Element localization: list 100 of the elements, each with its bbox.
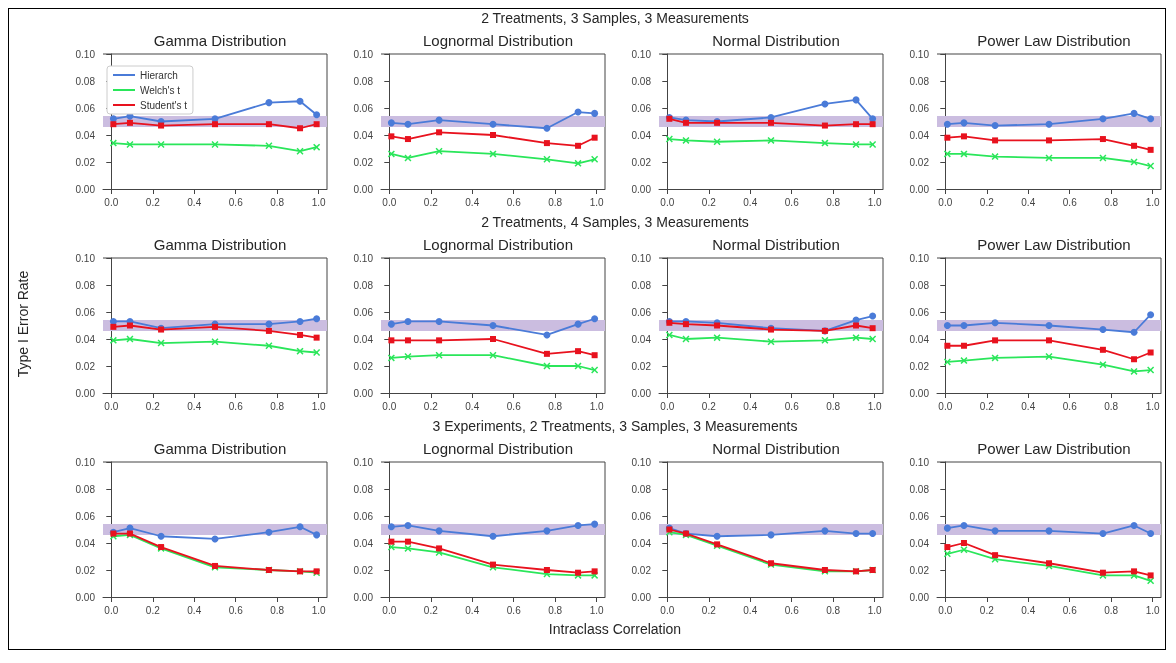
point: [1099, 346, 1106, 353]
y-tick-label: 0.06: [909, 510, 930, 522]
point: [296, 97, 304, 105]
x-tick-label: 1.0: [589, 604, 605, 616]
point: [404, 544, 412, 552]
point: [1099, 115, 1107, 123]
x-tick-label: 0.2: [701, 400, 717, 412]
point: [869, 115, 877, 123]
point: [991, 153, 999, 161]
point: [543, 567, 550, 573]
point: [591, 155, 599, 163]
point: [1099, 136, 1106, 143]
point: [265, 320, 273, 328]
x-tick-label: 0.8: [826, 400, 841, 412]
point: [435, 147, 443, 155]
legend-label: Hierarch: [140, 69, 178, 81]
x-tick-label: 1.0: [311, 196, 327, 208]
x-tick-label: 0.8: [548, 196, 563, 208]
x-tick-label: 0.4: [465, 196, 480, 208]
y-tick-label: 0.04: [353, 333, 374, 345]
x-tick-label: 0.8: [270, 400, 285, 412]
x-axis-title: Intraclass Correlation: [547, 621, 683, 637]
point: [387, 523, 395, 531]
chart-title: Lognormal Distribution: [422, 236, 574, 253]
point: [943, 358, 951, 366]
point: [1045, 120, 1053, 128]
y-tick-label: 0.08: [353, 75, 374, 87]
chart-title: Normal Distribution: [712, 440, 840, 457]
text: 3 Experiments, 2 Treatments, 3 Samples, 3 Measurements: [431, 418, 799, 434]
point: [821, 122, 828, 129]
y-tick-label: 0.00: [909, 591, 930, 603]
point: [991, 122, 999, 130]
point: [852, 530, 860, 538]
point: [404, 538, 411, 545]
y-tick-label: 0.00: [75, 591, 96, 603]
point: [768, 119, 774, 126]
point: [265, 121, 272, 128]
point: [665, 135, 673, 143]
y-tick-label: 0.02: [909, 564, 930, 576]
x-tick-label: 0.4: [187, 604, 202, 616]
point: [591, 109, 599, 117]
y-tick-label: 0.10: [353, 48, 374, 60]
point: [713, 334, 721, 342]
point: [126, 322, 133, 329]
point: [1147, 146, 1154, 153]
x-tick-label: 0.8: [826, 196, 841, 208]
y-tick-label: 0.00: [909, 387, 930, 399]
y-tick-label: 0.04: [631, 129, 652, 141]
point: [1147, 366, 1155, 374]
point: [1045, 322, 1053, 329]
point: [490, 132, 496, 138]
x-tick-label: 1.0: [1145, 604, 1161, 616]
y-tick-label: 0.02: [909, 156, 930, 168]
point: [313, 531, 321, 539]
y-tick-label: 0.06: [75, 510, 96, 522]
y-tick-label: 0.08: [909, 483, 930, 495]
y-tick-label: 0.08: [353, 483, 374, 495]
x-tick-label: 1.0: [867, 400, 883, 412]
point: [265, 99, 273, 107]
y-tick-label: 0.02: [631, 360, 652, 372]
x-tick-label: 0.0: [382, 604, 397, 616]
x-tick-label: 0.6: [784, 196, 800, 208]
x-tick-label: 0.6: [1062, 400, 1078, 412]
point: [1147, 115, 1155, 123]
x-tick-label: 0.4: [187, 196, 202, 208]
point: [387, 354, 395, 362]
point: [435, 317, 443, 325]
y-tick-label: 0.04: [631, 333, 652, 345]
y-tick-label: 0.04: [631, 537, 652, 549]
point: [713, 138, 721, 146]
y-tick-label: 0.08: [909, 75, 930, 87]
x-tick-label: 0.0: [660, 196, 675, 208]
x-tick-label: 0.0: [660, 400, 675, 412]
point: [110, 323, 117, 330]
chart-title: Gamma Distribution: [153, 236, 287, 253]
point: [1130, 367, 1138, 375]
point: [404, 353, 412, 361]
y-tick-label: 0.06: [631, 510, 652, 522]
point: [436, 129, 443, 136]
point: [992, 552, 999, 559]
point: [404, 317, 412, 325]
y-tick-label: 0.10: [353, 252, 374, 264]
point: [943, 550, 951, 558]
point: [157, 339, 165, 347]
chart-title: Normal Distribution: [712, 32, 840, 49]
point: [574, 362, 582, 370]
x-tick-label: 0.8: [1104, 604, 1119, 616]
y-tick-label: 0.02: [353, 564, 374, 576]
point: [211, 140, 219, 148]
point: [313, 143, 321, 151]
x-tick-label: 0.4: [465, 604, 480, 616]
x-tick-label: 1.0: [1145, 196, 1161, 208]
point: [543, 124, 551, 132]
y-tick-label: 0.02: [631, 156, 652, 168]
point: [313, 349, 321, 356]
point: [297, 331, 304, 338]
y-tick-label: 0.10: [353, 456, 374, 468]
point: [387, 150, 395, 158]
point: [1130, 109, 1138, 117]
point: [313, 111, 321, 119]
